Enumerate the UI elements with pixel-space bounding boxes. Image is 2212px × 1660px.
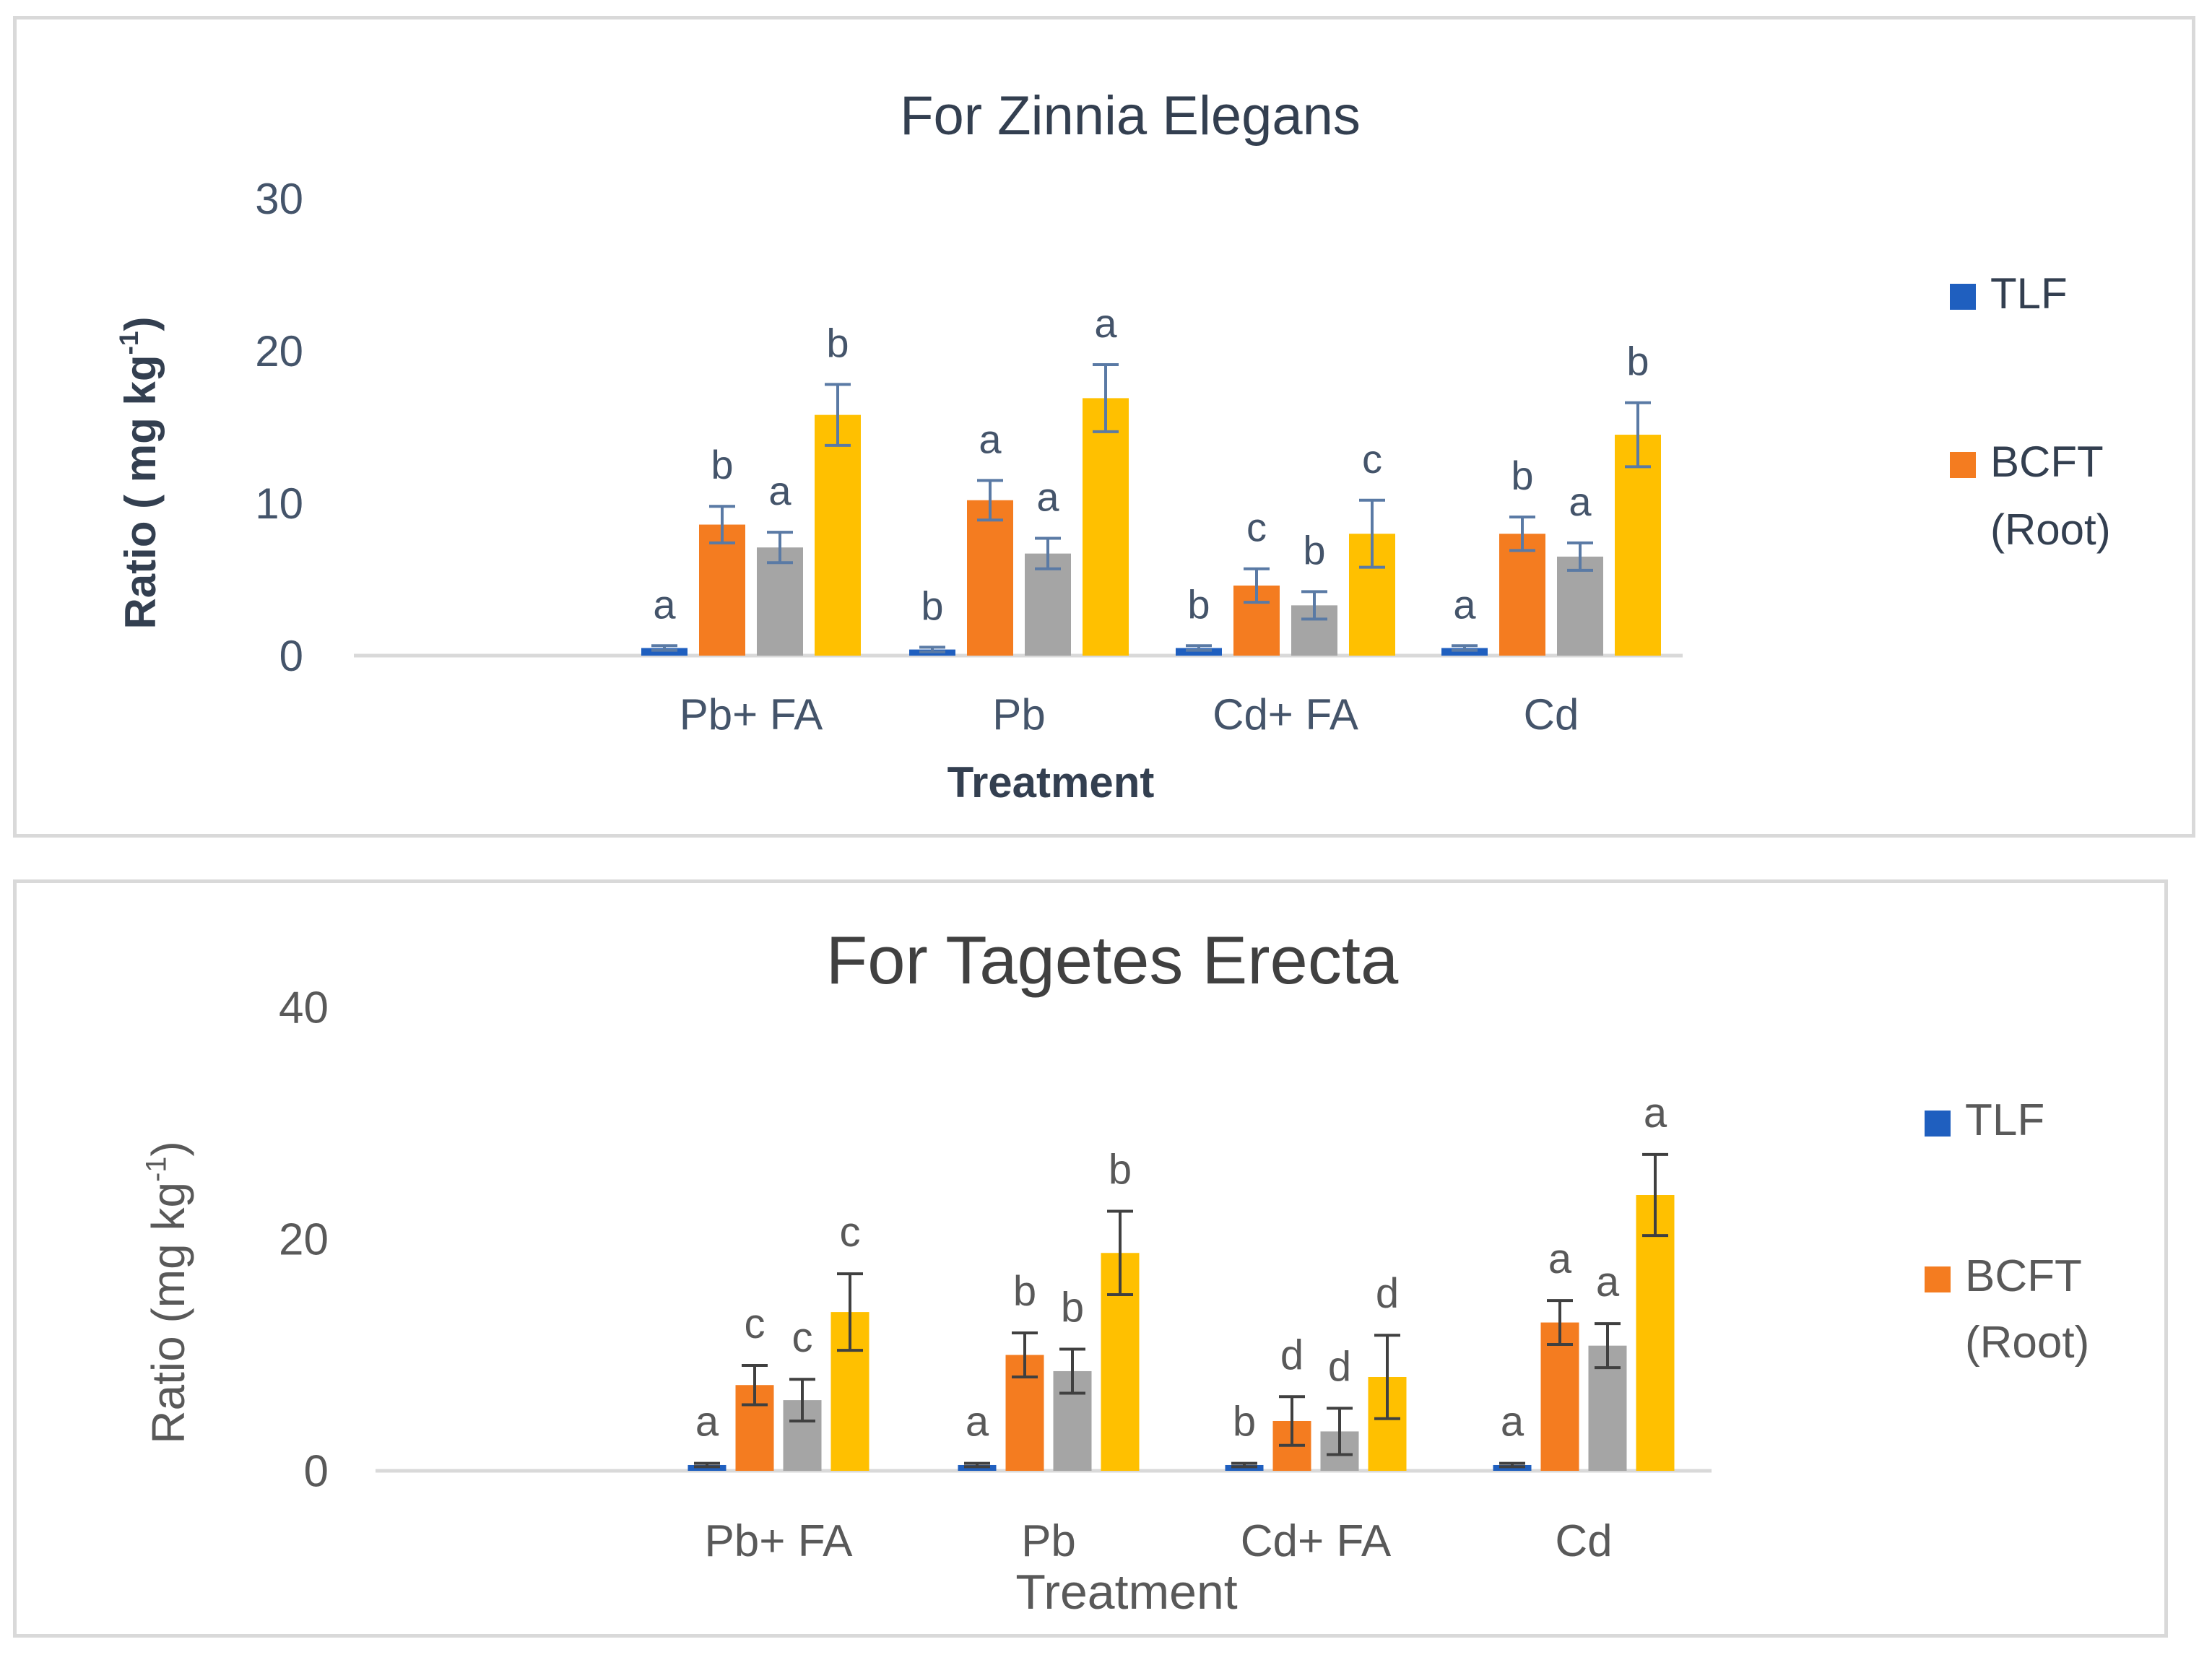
chart-zinnia-category-label: Pb+ FA [680, 690, 823, 739]
chart-zinnia-significance-letter: a [653, 581, 676, 627]
chart-zinnia-y-tick-label: 10 [255, 479, 303, 528]
chart-tagetes-significance-letter: b [1013, 1268, 1036, 1315]
chart-tagetes-significance-letter: b [1061, 1284, 1084, 1331]
chart-zinnia-bar-bcft-root- [1499, 534, 1545, 656]
chart-zinnia-bar-tlf [1441, 648, 1488, 656]
chart-tagetes-y-tick-label: 40 [279, 983, 329, 1033]
chart-tagetes-significance-letter: c [840, 1209, 861, 1256]
chart-zinnia-bar-tlf [1176, 648, 1222, 656]
chart-tagetes-significance-letter: c [745, 1300, 765, 1347]
chart-tagetes-legend-label: TLF [1965, 1095, 2044, 1145]
chart-tagetes-title: For Tagetes Erecta [826, 922, 1399, 998]
chart-zinnia-legend-label: BCFT [1990, 438, 2104, 486]
chart-zinnia-significance-letter: a [979, 416, 1002, 461]
chart-tagetes-significance-letter: a [695, 1399, 719, 1446]
chart-tagetes-legend-label: (Root) [1965, 1318, 2089, 1368]
chart-tagetes-significance-letter: c [792, 1314, 813, 1361]
chart-tagetes-legend-label: BCFT [1965, 1251, 2082, 1301]
chart-zinnia-y-tick-label: 0 [279, 632, 303, 680]
chart-zinnia-bar-series-4 [815, 414, 861, 656]
chart-zinnia-bar-bcft-root- [699, 524, 745, 656]
chart-zinnia-y-tick-label: 30 [255, 175, 303, 223]
chart-tagetes-significance-letter: d [1376, 1270, 1399, 1317]
chart-panel-tagetes [13, 879, 2168, 1638]
chart-tagetes-y-axis-title: Ratio (mg kg-1) [140, 1141, 194, 1443]
chart-tagetes-significance-letter: a [1596, 1259, 1620, 1305]
chart-zinnia-title: For Zinnia Elegans [900, 85, 1361, 147]
chart-zinnia-significance-letter: a [1036, 474, 1059, 520]
chart-tagetes-y-tick-label: 20 [279, 1215, 329, 1265]
chart-tagetes-significance-letter: a [1644, 1090, 1667, 1137]
chart-zinnia-significance-letter: b [1187, 581, 1210, 627]
chart-tagetes-significance-letter: d [1328, 1343, 1351, 1390]
chart-zinnia-legend-label: (Root) [1990, 505, 2111, 554]
chart-zinnia-significance-letter: b [921, 583, 943, 628]
chart-zinnia-bar-series-3 [1025, 553, 1071, 656]
chart-zinnia-significance-letter: b [826, 320, 849, 365]
chart-tagetes-legend-swatch [1925, 1111, 1951, 1137]
chart-tagetes-significance-letter: b [1109, 1146, 1132, 1193]
chart-tagetes-category-label: Cd [1555, 1516, 1612, 1566]
chart-tagetes-significance-letter: a [1548, 1235, 1572, 1282]
chart-zinnia-x-axis-title: Treatment [947, 758, 1155, 807]
chart-zinnia-bar-series-3 [1557, 556, 1603, 656]
chart-zinnia-significance-letter: b [1626, 339, 1649, 384]
chart-tagetes-x-axis-title: Treatment [1015, 1565, 1237, 1620]
chart-zinnia-category-label: Cd+ FA [1213, 690, 1358, 739]
chart-tagetes-legend-swatch [1925, 1266, 1951, 1292]
chart-zinnia-significance-letter: a [768, 468, 791, 513]
chart-tagetes-bar-series-4 [1636, 1195, 1675, 1471]
chart-tagetes-significance-letter: d [1280, 1331, 1304, 1378]
chart-tagetes-significance-letter: b [1233, 1399, 1256, 1446]
chart-zinnia-bar-tlf [641, 648, 688, 656]
chart-tagetes-category-label: Pb+ FA [704, 1516, 853, 1566]
chart-zinnia-y-axis-title: Ratio ( mg kg-1) [113, 316, 165, 629]
chart-tagetes-category-label: Pb [1021, 1516, 1076, 1566]
chart-tagetes-bar-bcft-root- [1540, 1322, 1579, 1471]
chart-zinnia-significance-letter: a [1453, 581, 1476, 627]
chart-zinnia-legend-swatch [1950, 284, 1976, 310]
chart-zinnia-significance-letter: a [1569, 479, 1592, 524]
chart-zinnia-bar-bcft-root- [967, 500, 1013, 656]
chart-tagetes-significance-letter: a [1501, 1399, 1524, 1446]
chart-zinnia-significance-letter: b [1303, 527, 1325, 573]
chart-zinnia-y-tick-label: 20 [255, 327, 303, 375]
chart-zinnia-significance-letter: c [1362, 436, 1382, 482]
chart-zinnia-legend-label: TLF [1990, 269, 2068, 318]
chart-zinnia-significance-letter: b [1511, 453, 1533, 498]
chart-zinnia-bar-series-4 [1615, 435, 1661, 656]
chart-zinnia-bar-series-3 [757, 547, 803, 656]
chart-zinnia-category-label: Cd [1524, 690, 1579, 739]
chart-zinnia-category-label: Pb [992, 690, 1045, 739]
chart-tagetes-category-label: Cd+ FA [1241, 1516, 1392, 1566]
chart-zinnia-significance-letter: b [711, 442, 733, 487]
chart-tagetes-significance-letter: a [966, 1399, 989, 1446]
chart-zinnia-bar-series-4 [1083, 398, 1129, 656]
chart-tagetes-y-tick-label: 0 [304, 1447, 329, 1497]
chart-zinnia-legend-swatch [1950, 452, 1976, 478]
chart-zinnia-significance-letter: a [1094, 300, 1117, 346]
chart-zinnia-significance-letter: c [1246, 505, 1267, 550]
